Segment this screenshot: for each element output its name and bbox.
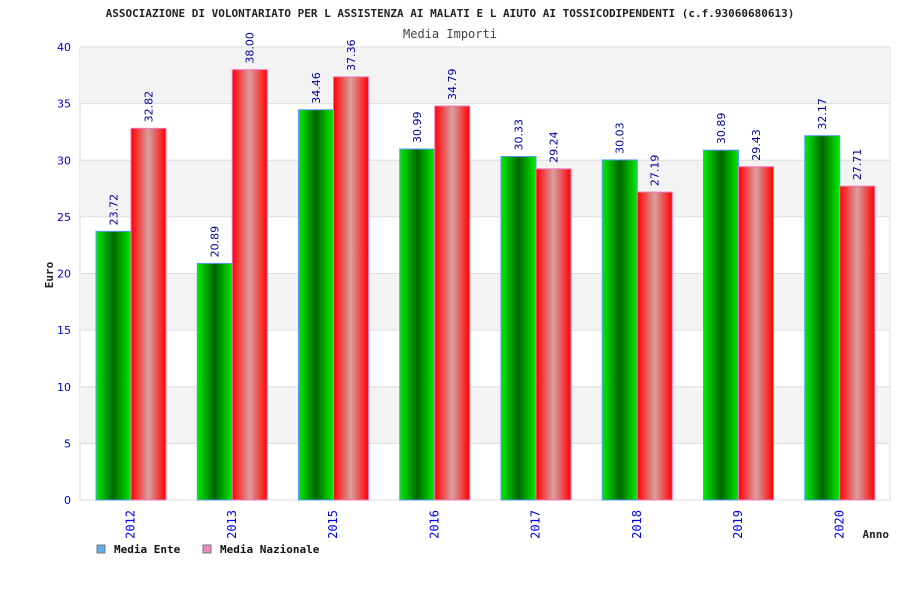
bar-media-ente-2013 <box>196 262 233 501</box>
x-axis-label: Anno <box>863 528 890 541</box>
bar-media-ente-2020 <box>804 135 841 501</box>
y-tick-label: 10 <box>57 381 71 394</box>
data-label: 27.71 <box>851 149 864 181</box>
bar-media-nazionale-2020 <box>839 185 876 501</box>
data-label: 30.99 <box>411 112 424 144</box>
x-tick-label: 2019 <box>731 510 745 539</box>
bar-media-nazionale-2015 <box>333 76 369 501</box>
bar-media-ente-2018 <box>601 159 638 501</box>
bar-media-nazionale-2017 <box>535 168 572 501</box>
chart-subtitle: Media Importi <box>403 27 497 41</box>
x-tick-label: 2012 <box>124 510 138 539</box>
y-tick-label: 25 <box>57 211 71 224</box>
bar-media-ente-2012 <box>95 230 132 501</box>
bar-media-nazionale-2019 <box>738 166 774 501</box>
data-label: 30.03 <box>614 122 627 154</box>
data-label: 30.89 <box>715 113 728 145</box>
data-label: 38.00 <box>244 32 257 64</box>
x-tick-label: 2013 <box>225 510 239 539</box>
legend: Media Ente Media Nazionale <box>96 543 320 556</box>
data-label: 37.36 <box>345 39 358 71</box>
y-tick-label: 40 <box>57 41 71 54</box>
legend-label-media-ente: Media Ente <box>114 543 181 556</box>
x-tick-label: 2017 <box>529 510 543 539</box>
data-label: 32.82 <box>143 91 156 123</box>
bar-media-nazionale-2013 <box>231 69 268 501</box>
data-label: 29.43 <box>750 129 763 161</box>
legend-swatch-media-ente <box>96 544 106 554</box>
legend-swatch-media-nazionale <box>202 544 212 554</box>
legend-label-media-nazionale: Media Nazionale <box>220 543 320 556</box>
y-tick-label: 30 <box>57 154 71 167</box>
y-tick-label: 20 <box>57 268 71 281</box>
bar-media-ente-2019 <box>703 149 739 501</box>
y-tick-label: 0 <box>64 494 71 507</box>
y-axis-label: Euro <box>43 261 56 288</box>
bar-media-nazionale-2018 <box>636 191 673 501</box>
bar-media-nazionale-2012 <box>130 127 167 501</box>
x-tick-label: 2016 <box>427 510 441 539</box>
chart-title: ASSOCIAZIONE DI VOLONTARIATO PER L ASSIS… <box>106 7 795 20</box>
data-label: 29.24 <box>548 131 561 163</box>
y-tick-label: 35 <box>57 98 71 111</box>
bar-media-ente-2016 <box>399 148 436 501</box>
x-tick-label: 2018 <box>630 510 644 539</box>
data-label: 32.17 <box>816 98 829 130</box>
data-label: 30.33 <box>513 119 526 151</box>
grid-band <box>80 47 890 104</box>
x-tick-label: 2015 <box>326 510 340 539</box>
data-label: 34.46 <box>310 72 323 104</box>
x-tick-label: 2020 <box>832 510 846 539</box>
bar-media-nazionale-2016 <box>434 105 471 501</box>
y-tick-label: 5 <box>64 437 71 450</box>
bar-media-ente-2015 <box>298 109 334 501</box>
y-tick-label: 15 <box>57 324 71 337</box>
data-label: 34.79 <box>446 69 459 101</box>
bar-media-ente-2017 <box>500 156 537 501</box>
data-label: 23.72 <box>108 194 121 226</box>
data-label: 20.89 <box>209 226 222 258</box>
data-label: 27.19 <box>649 155 662 187</box>
